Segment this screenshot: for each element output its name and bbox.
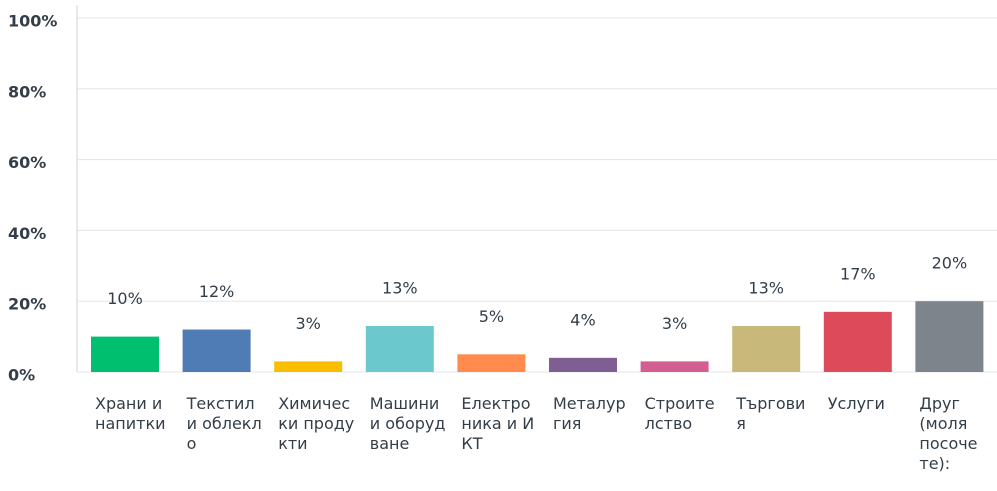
bar xyxy=(915,301,984,372)
y-tick-label: 100% xyxy=(8,12,57,31)
bar xyxy=(365,325,434,372)
value-label: 13% xyxy=(382,278,418,297)
x-tick-label: Търговия xyxy=(736,394,806,433)
value-label: 20% xyxy=(932,254,968,273)
bar xyxy=(823,311,892,372)
x-tick-label: Химически продукти xyxy=(278,394,355,453)
bar xyxy=(182,329,251,372)
x-tick-label: Услуги xyxy=(827,394,885,413)
x-tick-label: Храни и напитки xyxy=(95,394,166,433)
value-label: 3% xyxy=(662,314,687,333)
y-tick-label: 80% xyxy=(8,82,46,101)
y-tick-label: 60% xyxy=(8,153,46,172)
y-tick-label: 20% xyxy=(8,295,46,314)
x-tick-label: Металургия xyxy=(553,394,626,433)
bar xyxy=(640,361,709,372)
y-tick-label: 0% xyxy=(8,366,35,385)
x-tick-label: Друг (моля посочете): xyxy=(919,394,978,473)
value-label: 17% xyxy=(840,264,876,283)
bar xyxy=(549,357,617,372)
x-tick-label: Строителство xyxy=(644,394,715,433)
bar xyxy=(732,325,801,372)
bar xyxy=(91,336,159,372)
y-tick-label: 40% xyxy=(8,224,46,243)
x-tick-label: Машини и оборудване xyxy=(369,394,446,453)
value-label: 10% xyxy=(107,289,143,308)
x-tick-label: Електроника и ИКТ xyxy=(461,394,535,453)
bar xyxy=(274,361,343,372)
x-tick-label: Текстил и облекло xyxy=(186,394,262,453)
value-label: 13% xyxy=(748,278,784,297)
value-label: 4% xyxy=(570,310,595,329)
value-label: 12% xyxy=(199,282,235,301)
bar xyxy=(457,354,526,372)
value-label: 5% xyxy=(479,307,504,326)
value-label: 3% xyxy=(296,314,321,333)
